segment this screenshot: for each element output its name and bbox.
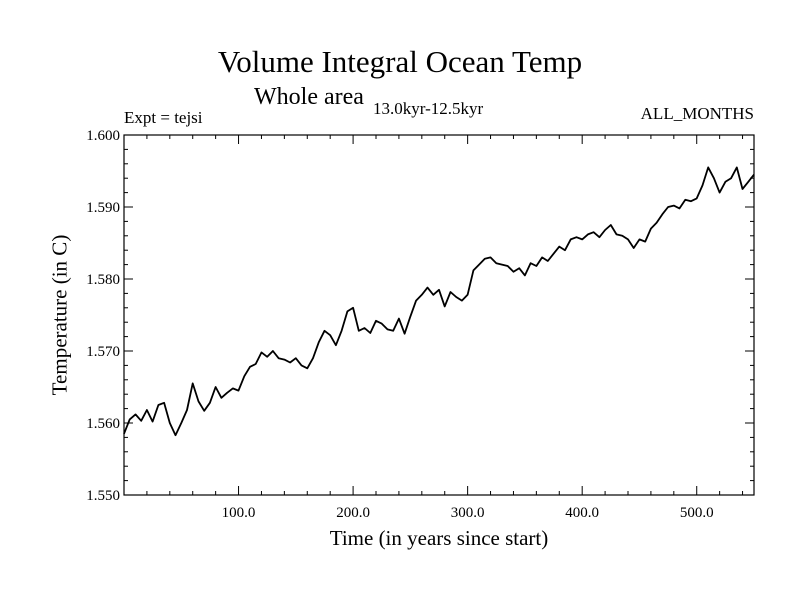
plot-frame <box>123 134 755 496</box>
experiment-label: Expt = tejsi <box>124 108 203 127</box>
period-label: 13.0kyr-12.5kyr <box>373 99 484 118</box>
y-tick-label: 1.560 <box>86 416 120 432</box>
y-tick-label: 1.570 <box>86 344 120 360</box>
series-layer <box>123 166 755 437</box>
x-axis-label: Time (in years since start) <box>329 526 549 550</box>
axes: 1.550 1.560 1.570 1.580 1.590 1.600 100.0 200.0… <box>86 128 754 521</box>
x-tick-label: 300.0 <box>451 505 485 521</box>
x-tick-label: 500.0 <box>680 505 714 521</box>
y-tick-label: 1.600 <box>86 128 120 144</box>
y-tick-label: 1.590 <box>86 200 120 216</box>
x-tick-label: 400.0 <box>565 505 599 521</box>
y-tick-label: 1.580 <box>86 272 120 288</box>
months-label: ALL_MONTHS <box>640 104 754 123</box>
chart-subtitle: Whole area <box>254 84 364 110</box>
x-tick-label: 100.0 <box>222 505 256 521</box>
series-line <box>123 166 755 437</box>
chart-title: Volume Integral Ocean Temp <box>217 44 583 79</box>
x-tick-label: 200.0 <box>336 505 370 521</box>
y-tick-label: 1.550 <box>86 488 120 504</box>
